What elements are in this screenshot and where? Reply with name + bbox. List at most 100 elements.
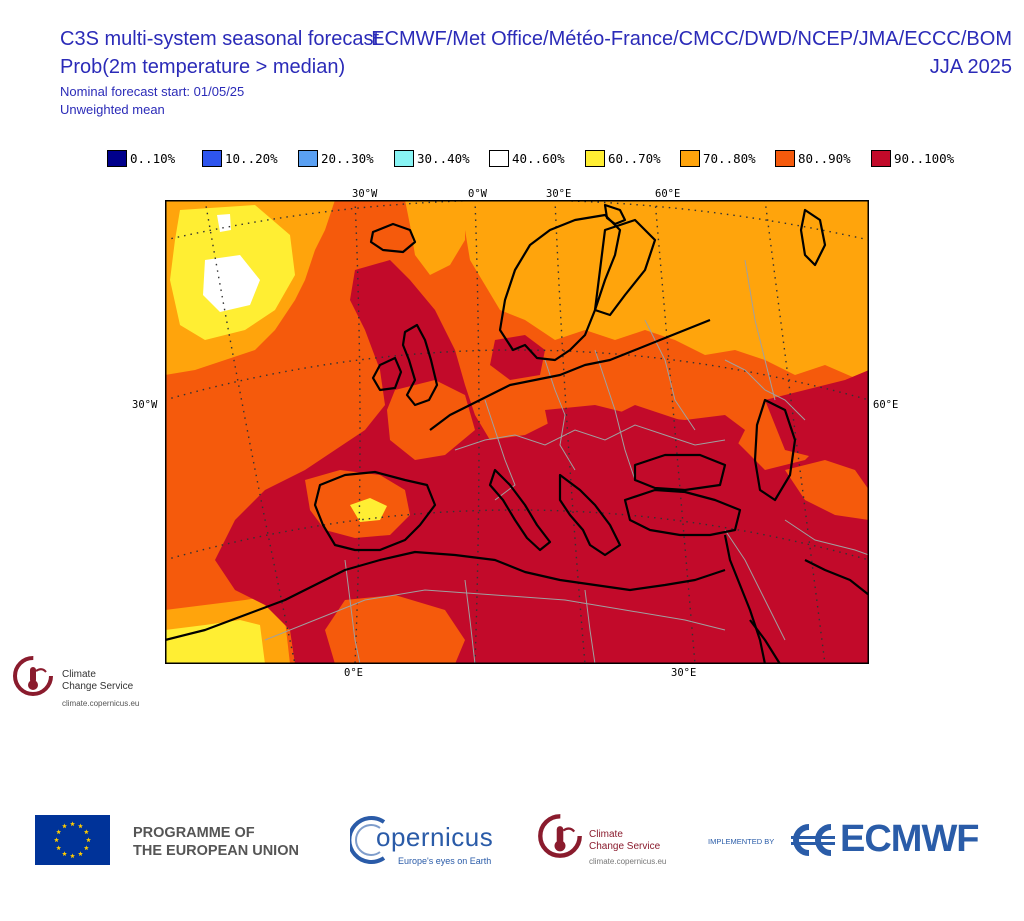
border-line xyxy=(454,424,726,451)
coastline-persian-gulf xyxy=(804,559,869,596)
legend-item: 90..100% xyxy=(871,148,954,168)
lon-label-30w: 30°W xyxy=(352,188,378,200)
lon-label-30e-top: 30°E xyxy=(546,188,572,200)
lat-label-left: 30°W xyxy=(132,399,158,411)
eu-star-icon xyxy=(78,823,83,829)
graticule xyxy=(165,200,869,664)
coastline-great-britain xyxy=(401,323,439,407)
field-40-60-greenland xyxy=(217,214,231,232)
legend-item: 0..10% xyxy=(107,148,175,168)
copernicus-logo: opernicus Europe's eyes on Earth xyxy=(350,812,510,872)
coastline-iceland xyxy=(369,222,417,254)
legend-label: 20..30% xyxy=(321,150,374,166)
lon-label-30e-bottom: 30°E xyxy=(671,667,697,679)
averaging-method: Unweighted mean xyxy=(60,102,165,117)
implemented-by-label: IMPLEMENTED BY xyxy=(708,837,775,846)
eu-flag-icon xyxy=(35,815,110,865)
forecast-season: JJA 2025 xyxy=(929,56,1012,78)
field-90-100-main xyxy=(215,260,869,664)
coastline-ireland xyxy=(371,356,403,392)
ccs-logo-small: Climate Change Service climate.copernicu… xyxy=(12,655,162,710)
legend-swatch xyxy=(107,149,127,167)
legend-label: 90..100% xyxy=(894,150,955,166)
ccs-large-name-line2: Change Service xyxy=(589,841,661,852)
map-frame xyxy=(165,200,869,664)
lon-label-60e-top: 60°E xyxy=(655,188,681,200)
legend-swatch xyxy=(871,149,891,167)
coastline-svalbard xyxy=(603,203,627,226)
legend-item: 20..30% xyxy=(298,148,374,168)
eu-star-icon xyxy=(86,837,91,843)
legend-swatch xyxy=(489,149,509,167)
legend-swatch xyxy=(394,149,414,167)
coastlines xyxy=(165,203,869,664)
ccs-emblem-icon xyxy=(13,656,53,696)
coastline-turkey xyxy=(623,488,742,537)
legend-swatch xyxy=(585,149,605,167)
ccs-large-name-line1: Climate xyxy=(589,829,623,840)
legend-item: 40..60% xyxy=(489,148,565,168)
forecast-centres: ECMWF/Met Office/Météo-France/CMCC/DWD/N… xyxy=(371,28,1012,50)
map-title: C3S multi-system seasonal forecast xyxy=(60,28,380,50)
field-90-100-east xyxy=(765,370,869,460)
eu-star-icon xyxy=(56,829,62,835)
legend-item: 80..90% xyxy=(775,148,851,168)
legend-item: 60..70% xyxy=(585,148,661,168)
political-borders xyxy=(264,259,869,664)
eu-programme-line1: PROGRAMME OF xyxy=(133,825,255,841)
copernicus-tagline: Europe's eyes on Earth xyxy=(398,856,492,866)
coastline-iberia xyxy=(313,470,437,552)
forecast-start: Nominal forecast start: 01/05/25 xyxy=(60,84,245,99)
coastline-caspian xyxy=(753,398,797,502)
legend-label: 80..90% xyxy=(798,150,851,166)
eu-star-icon xyxy=(70,821,75,827)
coastline-black-sea xyxy=(633,453,727,492)
border-line xyxy=(584,589,596,664)
eu-programme-line2: THE EUROPEAN UNION xyxy=(133,843,299,859)
coastline-novaya-zemlya xyxy=(799,208,827,267)
coastline-levant xyxy=(723,534,767,664)
legend-swatch xyxy=(202,149,222,167)
legend-swatch xyxy=(775,149,795,167)
border-line xyxy=(464,579,476,664)
lon-label-0e: 0°E xyxy=(344,667,363,679)
field-60-70-southwest xyxy=(165,620,265,664)
ccs-logo-large: Climate Change Service climate.copernicu… xyxy=(537,813,687,868)
legend-swatch xyxy=(680,149,700,167)
field-40-60-northwest xyxy=(203,255,260,312)
field-70-80-norwegian-sea xyxy=(405,200,465,275)
legend-label: 10..20% xyxy=(225,150,278,166)
border-line xyxy=(784,519,869,556)
ecmwf-emblem-icon xyxy=(791,824,835,856)
legend-swatch xyxy=(298,149,318,167)
ccs-large-url: climate.copernicus.eu xyxy=(589,857,667,866)
border-line xyxy=(594,349,636,481)
legend-item: 70..80% xyxy=(680,148,756,168)
lon-label-0w: 0°W xyxy=(468,188,487,200)
legend-label: 30..40% xyxy=(417,150,470,166)
coastline-north-africa xyxy=(165,550,726,642)
border-line xyxy=(644,319,696,431)
eu-star-icon xyxy=(54,837,59,843)
eu-star-icon xyxy=(83,845,89,851)
graticule-line xyxy=(204,200,296,664)
field-60-70-iberia-core xyxy=(350,498,387,522)
field-80-90-west-europe xyxy=(387,380,475,460)
border-line xyxy=(264,589,726,641)
coastline-balkans xyxy=(558,473,622,557)
coastline-italy xyxy=(488,468,552,552)
field-90-100-baltic xyxy=(490,335,545,380)
legend-label: 70..80% xyxy=(703,150,756,166)
ccs-emblem-large-icon xyxy=(538,814,582,858)
border-line xyxy=(724,359,806,421)
ccs-url: climate.copernicus.eu xyxy=(62,699,140,708)
eu-star-icon xyxy=(62,823,67,829)
ccs-name-line1: Climate xyxy=(62,669,96,680)
field-90-100-central-europe xyxy=(545,405,745,455)
ccs-name-line2: Change Service xyxy=(62,681,134,692)
map-variable: Prob(2m temperature > median) xyxy=(60,56,346,78)
probability-map xyxy=(165,200,869,664)
coastline-north-europe xyxy=(429,318,711,431)
legend-label: 0..10% xyxy=(130,150,176,166)
legend-item: 30..40% xyxy=(394,148,470,168)
